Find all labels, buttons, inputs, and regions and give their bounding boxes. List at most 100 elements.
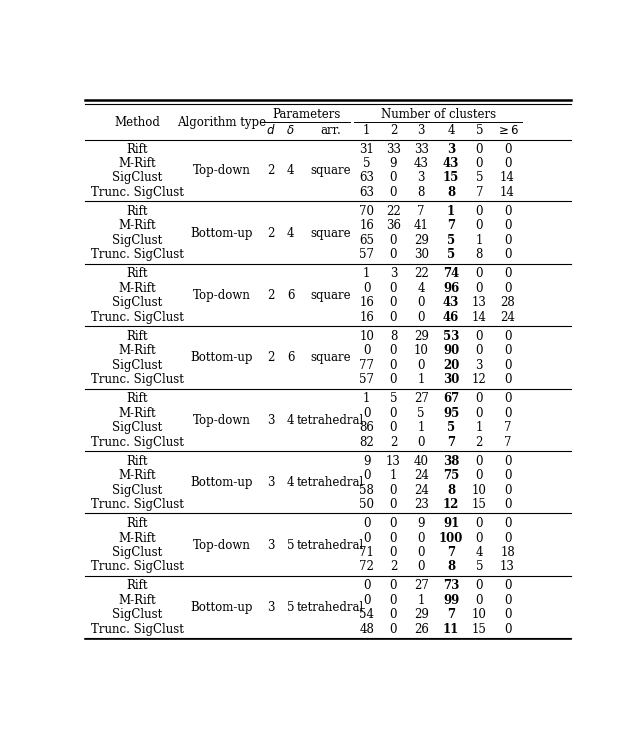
Text: 0: 0 [504, 248, 511, 262]
Text: 0: 0 [363, 344, 371, 357]
Text: 58: 58 [359, 483, 374, 497]
Text: 5: 5 [476, 172, 483, 184]
Text: 99: 99 [443, 594, 459, 607]
Text: 96: 96 [443, 282, 459, 295]
Text: 1: 1 [417, 594, 425, 607]
Text: 30: 30 [413, 248, 429, 262]
Text: 1: 1 [417, 421, 425, 434]
Text: 8: 8 [447, 560, 455, 573]
Text: 0: 0 [504, 373, 511, 386]
Text: $\delta$: $\delta$ [287, 124, 295, 137]
Text: SigClust: SigClust [112, 546, 162, 559]
Text: Rift: Rift [126, 517, 148, 530]
Text: 0: 0 [476, 157, 483, 170]
Text: Top-down: Top-down [193, 289, 250, 302]
Text: 0: 0 [417, 531, 425, 545]
Text: 0: 0 [417, 546, 425, 559]
Text: 0: 0 [504, 329, 511, 343]
Text: 7: 7 [447, 220, 455, 232]
Text: 0: 0 [504, 483, 511, 497]
Text: 24: 24 [414, 483, 429, 497]
Text: Algorithm type: Algorithm type [177, 116, 266, 129]
Text: M-Rift: M-Rift [118, 157, 156, 170]
Text: 7: 7 [447, 609, 455, 621]
Text: Trunc. SigClust: Trunc. SigClust [91, 560, 184, 573]
Text: 5: 5 [417, 407, 425, 419]
Text: 0: 0 [390, 609, 397, 621]
Text: 5: 5 [363, 157, 371, 170]
Text: 0: 0 [504, 498, 511, 511]
Text: 63: 63 [359, 172, 374, 184]
Text: 0: 0 [476, 455, 483, 468]
Text: 4: 4 [287, 414, 294, 427]
Text: 0: 0 [504, 609, 511, 621]
Text: 57: 57 [359, 248, 374, 262]
Text: 0: 0 [390, 594, 397, 607]
Text: Bottom-up: Bottom-up [190, 352, 253, 365]
Text: $\geq 6$: $\geq 6$ [496, 124, 519, 137]
Text: 95: 95 [443, 407, 459, 419]
Text: 0: 0 [390, 421, 397, 434]
Text: Rift: Rift [126, 579, 148, 593]
Text: 0: 0 [476, 282, 483, 295]
Text: 0: 0 [363, 594, 371, 607]
Text: 7: 7 [447, 546, 455, 559]
Text: 0: 0 [504, 142, 511, 156]
Text: Trunc. SigClust: Trunc. SigClust [91, 248, 184, 262]
Text: 5: 5 [287, 601, 294, 614]
Text: 4: 4 [287, 164, 294, 177]
Text: square: square [310, 352, 351, 365]
Text: M-Rift: M-Rift [118, 344, 156, 357]
Text: 0: 0 [417, 311, 425, 324]
Text: 16: 16 [359, 311, 374, 324]
Text: SigClust: SigClust [112, 359, 162, 371]
Text: 2: 2 [390, 436, 397, 449]
Text: 75: 75 [443, 469, 459, 482]
Text: 54: 54 [359, 609, 374, 621]
Text: 2: 2 [476, 436, 483, 449]
Text: 0: 0 [504, 344, 511, 357]
Text: M-Rift: M-Rift [118, 594, 156, 607]
Text: 0: 0 [476, 220, 483, 232]
Text: 0: 0 [390, 407, 397, 419]
Text: 7: 7 [417, 205, 425, 218]
Text: 3: 3 [476, 359, 483, 371]
Text: Top-down: Top-down [193, 539, 250, 552]
Text: 2: 2 [268, 227, 275, 240]
Text: $d$: $d$ [266, 123, 276, 137]
Text: tetrahedral: tetrahedral [297, 601, 364, 614]
Text: Method: Method [114, 116, 160, 129]
Text: 46: 46 [443, 311, 459, 324]
Text: Bottom-up: Bottom-up [190, 601, 253, 614]
Text: 3: 3 [390, 268, 397, 280]
Text: 0: 0 [476, 594, 483, 607]
Text: 22: 22 [386, 205, 401, 218]
Text: 3: 3 [268, 476, 275, 489]
Text: 5: 5 [390, 392, 397, 405]
Text: 0: 0 [390, 546, 397, 559]
Text: 0: 0 [504, 282, 511, 295]
Text: 1: 1 [447, 205, 455, 218]
Text: 24: 24 [414, 469, 429, 482]
Text: 5: 5 [447, 421, 455, 434]
Text: 90: 90 [443, 344, 459, 357]
Text: Rift: Rift [126, 455, 148, 468]
Text: 8: 8 [417, 186, 425, 199]
Text: 14: 14 [472, 311, 486, 324]
Text: 1: 1 [363, 124, 371, 137]
Text: 4: 4 [447, 124, 455, 137]
Text: 13: 13 [500, 560, 515, 573]
Text: Parameters: Parameters [272, 108, 340, 121]
Text: 14: 14 [500, 172, 515, 184]
Text: 0: 0 [504, 392, 511, 405]
Text: 5: 5 [287, 539, 294, 552]
Text: Bottom-up: Bottom-up [190, 476, 253, 489]
Text: 73: 73 [443, 579, 459, 593]
Text: Rift: Rift [126, 205, 148, 218]
Text: square: square [310, 289, 351, 302]
Text: M-Rift: M-Rift [118, 531, 156, 545]
Text: 7: 7 [504, 436, 511, 449]
Text: 31: 31 [359, 142, 374, 156]
Text: 2: 2 [268, 164, 275, 177]
Text: Trunc. SigClust: Trunc. SigClust [91, 311, 184, 324]
